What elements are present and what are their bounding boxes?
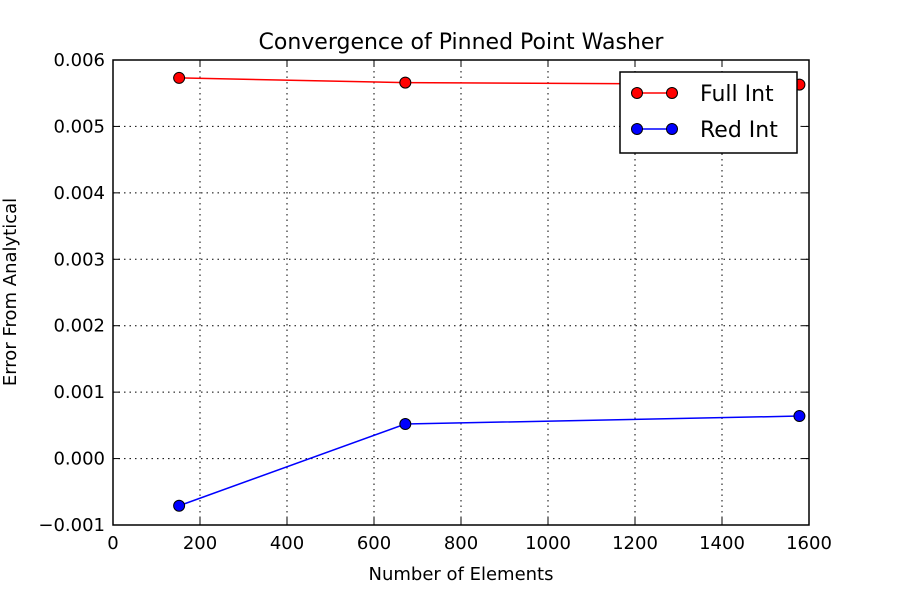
- legend-label-full-int: Full Int: [700, 82, 774, 107]
- grid: [113, 60, 809, 525]
- legend-marker-full-int: [666, 87, 678, 99]
- y-tick-label: 0.001: [53, 382, 105, 403]
- data-point-red-int: [399, 418, 412, 431]
- legend: Full Int Red Int: [619, 71, 798, 154]
- plot-series: [173, 71, 806, 512]
- y-tick-label: 0.004: [53, 183, 105, 204]
- x-tick-label: 1600: [786, 533, 832, 554]
- data-point-full-int: [399, 76, 412, 89]
- y-tick-label: 0.002: [53, 316, 105, 337]
- y-tick-label: 0.003: [53, 249, 105, 270]
- legend-label-red-int: Red Int: [700, 118, 778, 143]
- x-tick-label: 200: [183, 533, 217, 554]
- x-tick-label: 1400: [699, 533, 745, 554]
- y-axis-title: Error From Analytical: [0, 198, 21, 386]
- legend-marker-red-int: [631, 123, 643, 135]
- data-point-red-int: [173, 499, 186, 512]
- x-tick-label: 600: [357, 533, 391, 554]
- x-tick-label: 1200: [612, 533, 658, 554]
- y-tick-label: −0.001: [38, 515, 105, 536]
- chart-title: Convergence of Pinned Point Washer: [259, 30, 665, 55]
- x-axis-title: Number of Elements: [368, 564, 553, 585]
- legend-box: [619, 71, 798, 154]
- y-tick-label: 0.000: [53, 449, 105, 470]
- x-tick-label: 800: [444, 533, 478, 554]
- x-tick-label: 400: [270, 533, 304, 554]
- y-tick-label: 0.006: [53, 50, 105, 71]
- data-point-full-int: [173, 71, 186, 84]
- legend-marker-full-int: [631, 87, 643, 99]
- x-tick-label: 0: [107, 533, 118, 554]
- legend-marker-red-int: [666, 123, 678, 135]
- data-point-red-int: [793, 410, 806, 423]
- y-tick-label: 0.005: [53, 116, 105, 137]
- axis-ticks: 0 200 400 600 800 1000 1200 1400 1600 −0.001 0.000…: [38, 50, 832, 554]
- series-line-red-int: [178, 415, 800, 507]
- x-tick-label: 1000: [525, 533, 571, 554]
